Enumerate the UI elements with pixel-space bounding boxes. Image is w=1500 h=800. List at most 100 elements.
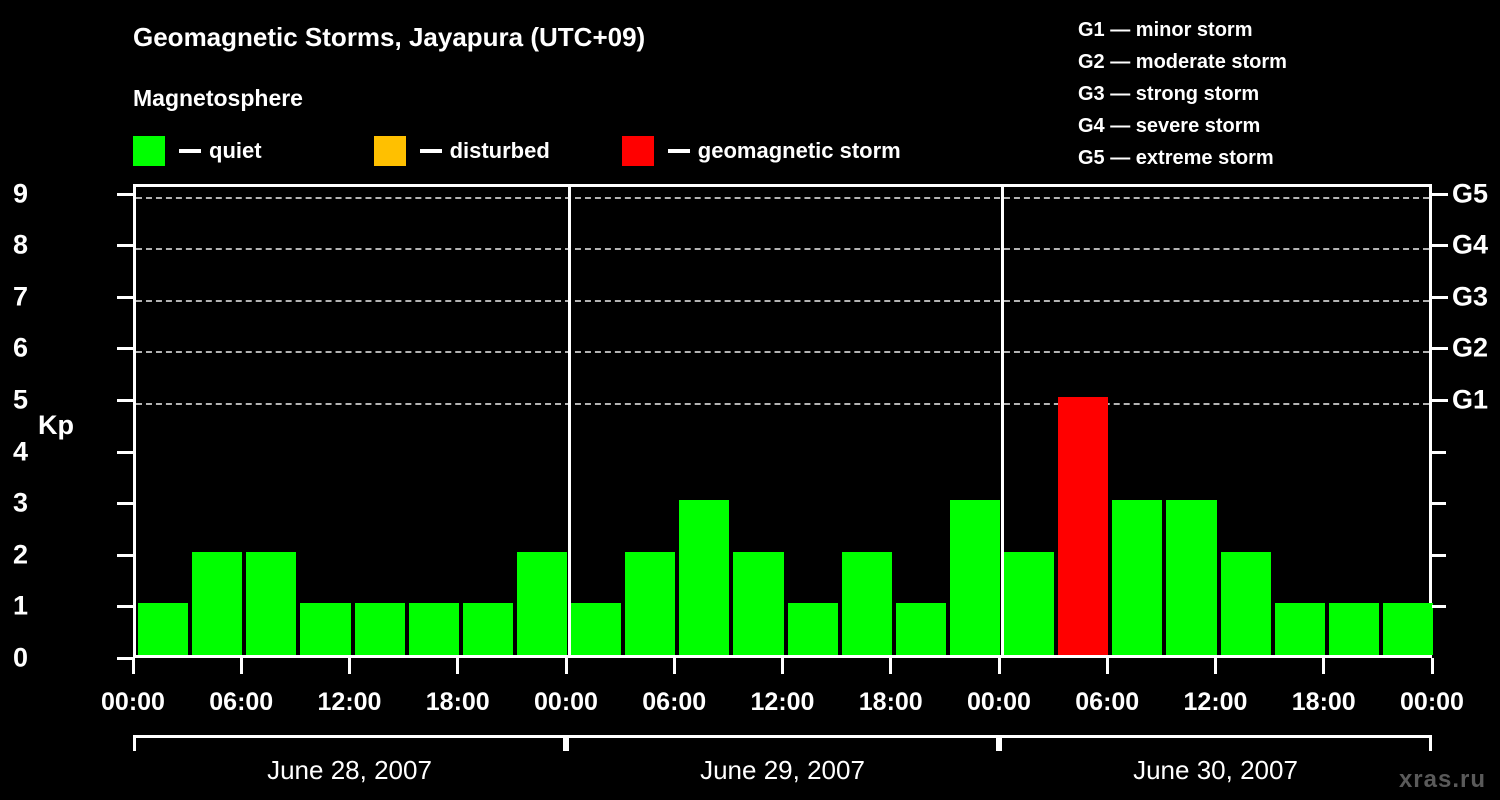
x-tick-label-4: 00:00 xyxy=(534,688,598,716)
bar xyxy=(516,551,567,655)
day-bracket-2 xyxy=(566,735,999,751)
bar xyxy=(1274,603,1325,655)
bar xyxy=(733,551,784,655)
y-tick-mark-6 xyxy=(117,347,133,351)
plot-area xyxy=(133,184,1433,658)
gridline-kp-6 xyxy=(136,351,1429,354)
plot-inner xyxy=(136,187,1433,655)
x-tick-mark-1 xyxy=(239,658,243,674)
y-tick-mark-3 xyxy=(117,502,133,506)
y-tick-mark-2 xyxy=(117,553,133,557)
bar xyxy=(679,500,730,655)
y-tick-mark-5 xyxy=(117,399,133,402)
bar xyxy=(787,603,838,655)
g-tick-label-G1: G1 xyxy=(1452,384,1489,415)
g-legend-row-5: G5 — extreme storm xyxy=(1078,147,1274,169)
y-tick-label-5: 5 xyxy=(12,384,28,415)
bar xyxy=(300,603,351,655)
bar xyxy=(192,551,243,655)
legend-entry-quiet: quiet xyxy=(133,134,262,168)
gridline-kp-8 xyxy=(136,248,1429,251)
bar xyxy=(408,603,459,655)
legend-swatch-quiet xyxy=(133,136,165,166)
y-tick-mark-9 xyxy=(117,192,133,196)
bar xyxy=(895,603,946,655)
g-tick-mark-G5 xyxy=(1432,192,1448,196)
y-tick-label-0: 0 xyxy=(12,642,28,673)
bar xyxy=(1328,603,1379,655)
day-bracket-3 xyxy=(999,735,1432,751)
g-tick-mark-G2 xyxy=(1432,347,1448,351)
y-tick-mark-7 xyxy=(117,295,133,299)
magnetosphere-subtitle: Magnetosphere xyxy=(133,85,303,111)
legend-dash-icon xyxy=(419,149,442,153)
g-minor-tick-kp-2 xyxy=(1432,553,1446,557)
legend-swatch-disturbed xyxy=(373,136,406,166)
x-tick-label-7: 18:00 xyxy=(858,688,923,716)
y-tick-label-7: 7 xyxy=(12,281,28,312)
x-tick-mark-3 xyxy=(456,658,460,674)
bars-layer xyxy=(136,187,1433,655)
legend-label-quiet: quiet xyxy=(209,138,262,163)
g-legend-row-3: G3 — strong storm xyxy=(1078,83,1260,105)
g-tick-mark-G1 xyxy=(1432,399,1448,402)
day-label-2: June 29, 2007 xyxy=(700,755,865,785)
g-legend-row-2: G2 — moderate storm xyxy=(1078,51,1287,73)
day-label-1: June 28, 2007 xyxy=(267,755,432,785)
y-tick-label-4: 4 xyxy=(12,436,28,467)
x-tick-label-2: 12:00 xyxy=(317,688,382,716)
legend-label-geomagnetic-storm: geomagnetic storm xyxy=(697,138,901,163)
legend-label-disturbed: disturbed xyxy=(449,138,550,163)
y-tick-label-6: 6 xyxy=(12,332,28,363)
bar xyxy=(1220,551,1271,655)
y-tick-label-1: 1 xyxy=(12,590,28,621)
x-tick-mark-7 xyxy=(889,658,893,674)
x-tick-mark-8 xyxy=(997,658,1001,674)
bar xyxy=(625,551,676,655)
y-tick-mark-1 xyxy=(117,605,133,609)
x-tick-mark-0 xyxy=(131,658,135,674)
x-tick-label-12: 00:00 xyxy=(1400,688,1464,716)
gridline-kp-9 xyxy=(136,196,1429,199)
gridline-kp-5 xyxy=(136,403,1429,405)
x-tick-label-11: 18:00 xyxy=(1291,688,1356,716)
g-tick-label-G4: G4 xyxy=(1452,229,1489,260)
bar xyxy=(1382,603,1433,655)
x-tick-label-3: 18:00 xyxy=(425,688,490,716)
x-tick-label-5: 06:00 xyxy=(642,688,707,716)
bar xyxy=(1166,500,1217,655)
legend-swatch-geomagnetic-storm xyxy=(621,136,654,166)
g-minor-tick-kp-4 xyxy=(1432,450,1446,454)
x-tick-mark-6 xyxy=(781,658,784,674)
bar xyxy=(138,603,189,655)
y-tick-mark-0 xyxy=(117,657,133,660)
bar xyxy=(1112,500,1163,655)
y-axis-title: Kp xyxy=(38,410,74,440)
x-tick-mark-5 xyxy=(672,658,676,674)
x-tick-mark-4 xyxy=(564,658,568,674)
y-tick-label-3: 3 xyxy=(12,487,28,518)
legend-dash-icon xyxy=(179,149,201,153)
g-legend-row-1: G1 — minor storm xyxy=(1078,19,1253,41)
x-tick-label-10: 12:00 xyxy=(1183,688,1248,716)
g-minor-tick-kp-1 xyxy=(1432,605,1446,609)
day-divider-2 xyxy=(1000,187,1004,655)
bar xyxy=(354,603,405,655)
x-tick-mark-9 xyxy=(1105,658,1109,674)
legend-dash-icon xyxy=(667,149,690,153)
day-bracket-1 xyxy=(133,735,566,751)
g-scale-legend: G1 — minor storm G2 — moderate storm G3 — … xyxy=(1078,14,1287,174)
legend-entry-geomagnetic-storm: geomagnetic storm xyxy=(621,134,901,168)
bar xyxy=(1004,551,1055,655)
bar xyxy=(949,500,1000,655)
bar xyxy=(841,551,892,655)
g-tick-label-G5: G5 xyxy=(1452,178,1489,209)
watermark: xras.ru xyxy=(1398,766,1486,793)
x-tick-label-9: 06:00 xyxy=(1075,688,1140,716)
bar xyxy=(571,603,622,655)
g-tick-label-G3: G3 xyxy=(1452,281,1489,312)
y-tick-mark-4 xyxy=(117,450,133,454)
legend-entry-disturbed: disturbed xyxy=(373,134,550,168)
color-legend: quiet disturbed geomagnetic storm xyxy=(133,134,901,168)
g-minor-tick-kp-3 xyxy=(1432,502,1446,506)
